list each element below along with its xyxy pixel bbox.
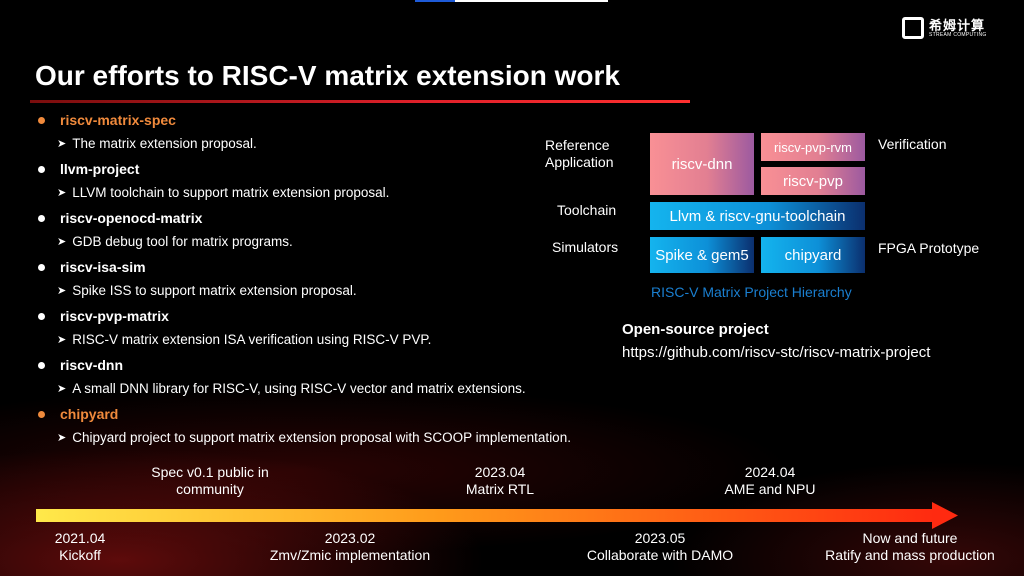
opensource-url[interactable]: https://github.com/riscv-stc/riscv-matri… bbox=[622, 344, 931, 361]
project-desc-text: GDB debug tool for matrix programs. bbox=[72, 234, 293, 249]
opensource-heading: Open-source project bbox=[622, 321, 769, 338]
project-description: ➤ LLVM toolchain to support matrix extens… bbox=[57, 185, 389, 200]
project-description: ➤ Spike ISS to support matrix extension p… bbox=[57, 283, 357, 298]
project-item: riscv-isa-sim bbox=[38, 259, 146, 275]
label-verification: Verification bbox=[878, 136, 947, 152]
milestone-spec-public: Spec v0.1 public in community bbox=[151, 464, 269, 497]
label-fpga-prototype: FPGA Prototype bbox=[878, 240, 980, 256]
label-reference-application: Reference Application bbox=[545, 137, 614, 170]
top-bar bbox=[415, 0, 608, 2]
milestone-kickoff: 2021.04 Kickoff bbox=[54, 530, 106, 563]
project-desc-text: The matrix extension proposal. bbox=[72, 136, 257, 151]
logo: 希姆计算 STREAM COMPUTING bbox=[902, 17, 987, 39]
project-description: ➤ Chipyard project to support matrix exte… bbox=[57, 430, 571, 445]
project-item: riscv-dnn bbox=[38, 357, 123, 373]
arrow-bullet-icon: ➤ bbox=[57, 432, 67, 444]
project-desc-text: A small DNN library for RISC-V, using RI… bbox=[72, 381, 526, 396]
arrow-bullet-icon: ➤ bbox=[57, 138, 67, 150]
logo-en: STREAM COMPUTING bbox=[929, 31, 987, 38]
project-item: riscv-openocd-matrix bbox=[38, 210, 202, 226]
arrow-bullet-icon: ➤ bbox=[57, 334, 67, 346]
project-description: ➤ RISC-V matrix extension ISA verificatio… bbox=[57, 332, 431, 347]
milestone-matrix-rtl: 2023.04 Matrix RTL bbox=[465, 464, 535, 497]
project-name: riscv-isa-sim bbox=[60, 259, 146, 275]
title-underline bbox=[30, 100, 690, 103]
bullet-icon bbox=[38, 361, 45, 369]
bullet-icon bbox=[38, 214, 45, 222]
project-name: chipyard bbox=[60, 406, 119, 422]
project-item: riscv-pvp-matrix bbox=[38, 308, 169, 324]
label-simulators: Simulators bbox=[552, 239, 619, 255]
milestone-ame-npu: 2024.04 AME and NPU bbox=[724, 464, 816, 497]
box-riscv-dnn: riscv-dnn bbox=[650, 133, 754, 195]
box-chipyard: chipyard bbox=[761, 237, 865, 273]
arrow-bullet-icon: ➤ bbox=[57, 236, 67, 248]
project-desc-text: LLVM toolchain to support matrix extensi… bbox=[72, 185, 390, 200]
milestone-future: Now and future Ratify and mass productio… bbox=[825, 530, 995, 563]
project-name: riscv-pvp-matrix bbox=[60, 308, 169, 324]
box-spike-gem5: Spike & gem5 bbox=[650, 237, 754, 273]
timeline-arrow bbox=[36, 502, 958, 529]
project-desc-text: RISC-V matrix extension ISA verification… bbox=[72, 332, 432, 347]
slide-title: Our efforts to RISC-V matrix extension w… bbox=[35, 60, 620, 91]
project-description: ➤ GDB debug tool for matrix programs. bbox=[57, 234, 293, 249]
label-toolchain: Toolchain bbox=[557, 202, 617, 218]
box-riscv-pvp: riscv-pvp bbox=[761, 167, 865, 195]
bullet-icon bbox=[38, 263, 45, 271]
project-description: ➤ The matrix extension proposal. bbox=[57, 136, 257, 151]
bullet-icon bbox=[38, 116, 45, 124]
bullet-icon bbox=[38, 410, 45, 418]
logo-mark-icon bbox=[902, 17, 924, 39]
project-item: chipyard bbox=[38, 406, 118, 422]
project-item: llvm-project bbox=[38, 161, 139, 177]
arrow-bullet-icon: ➤ bbox=[57, 285, 67, 297]
hierarchy-caption: RISC-V Matrix Project Hierarchy bbox=[651, 284, 852, 300]
project-description: ➤ A small DNN library for RISC-V, using R… bbox=[57, 381, 526, 396]
project-desc-text: Spike ISS to support matrix extension pr… bbox=[72, 283, 357, 298]
project-name: llvm-project bbox=[60, 161, 140, 177]
logo-cn: 希姆计算 bbox=[929, 17, 986, 33]
project-item: riscv-matrix-spec bbox=[38, 112, 176, 128]
box-riscv-pvp-rvm: riscv-pvp-rvm bbox=[761, 133, 865, 161]
project-name: riscv-openocd-matrix bbox=[60, 210, 203, 226]
bullet-icon bbox=[38, 165, 45, 173]
arrow-bullet-icon: ➤ bbox=[57, 383, 67, 395]
project-name: riscv-dnn bbox=[60, 357, 124, 373]
box-toolchain: Llvm & riscv-gnu-toolchain bbox=[650, 202, 865, 230]
project-name: riscv-matrix-spec bbox=[60, 112, 176, 128]
project-desc-text: Chipyard project to support matrix exten… bbox=[72, 430, 571, 445]
arrow-bullet-icon: ➤ bbox=[57, 187, 67, 199]
milestone-damo: 2023.05 Collaborate with DAMO bbox=[586, 530, 734, 563]
milestone-zmv-zmic: 2023.02 Zmv/Zmic implementation bbox=[269, 530, 431, 563]
bullet-icon bbox=[38, 312, 45, 320]
